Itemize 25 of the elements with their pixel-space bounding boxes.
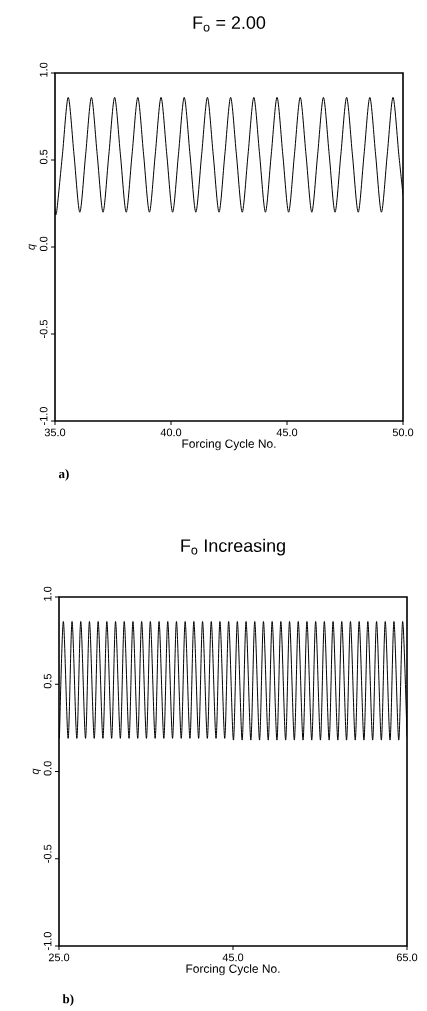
x-tick-label: 45.0: [222, 953, 244, 962]
y-tick-label: 0.5: [39, 149, 48, 165]
x-axis-title: Forcing Cycle No.: [186, 964, 280, 976]
x-tick-label: 35.0: [44, 428, 66, 437]
x-axis-title: Forcing Cycle No.: [182, 439, 276, 451]
y-tick-label: 1.0: [43, 586, 52, 601]
x-tick-label: 25.0: [48, 953, 70, 962]
y-tick-label: 1.0: [39, 62, 48, 77]
y-tick-label: -0.5: [39, 320, 48, 338]
x-tick-label: 50.0: [392, 428, 414, 437]
x-tick-label: 65.0: [396, 953, 418, 962]
y-tick-label: 0.0: [39, 236, 48, 252]
chart-title: F$_{o}$ = 2.00: [193, 16, 266, 32]
y-tick-label: 0.5: [43, 673, 52, 689]
y-axis-title: q: [32, 768, 41, 775]
y-tick-label: -1.0: [39, 407, 48, 425]
y-axis-title: q: [28, 244, 37, 250]
text: a): [58, 469, 69, 481]
text: b): [62, 994, 74, 1006]
y-tick-label: -1.0: [43, 932, 52, 951]
x-tick-label: 40.0: [160, 428, 182, 437]
chart-title: F$_{o}$ Increasing: [181, 538, 285, 556]
y-tick-label: -0.5: [43, 844, 52, 863]
x-tick-label: 45.0: [276, 428, 298, 437]
y-tick-label: 0.0: [43, 761, 52, 776]
